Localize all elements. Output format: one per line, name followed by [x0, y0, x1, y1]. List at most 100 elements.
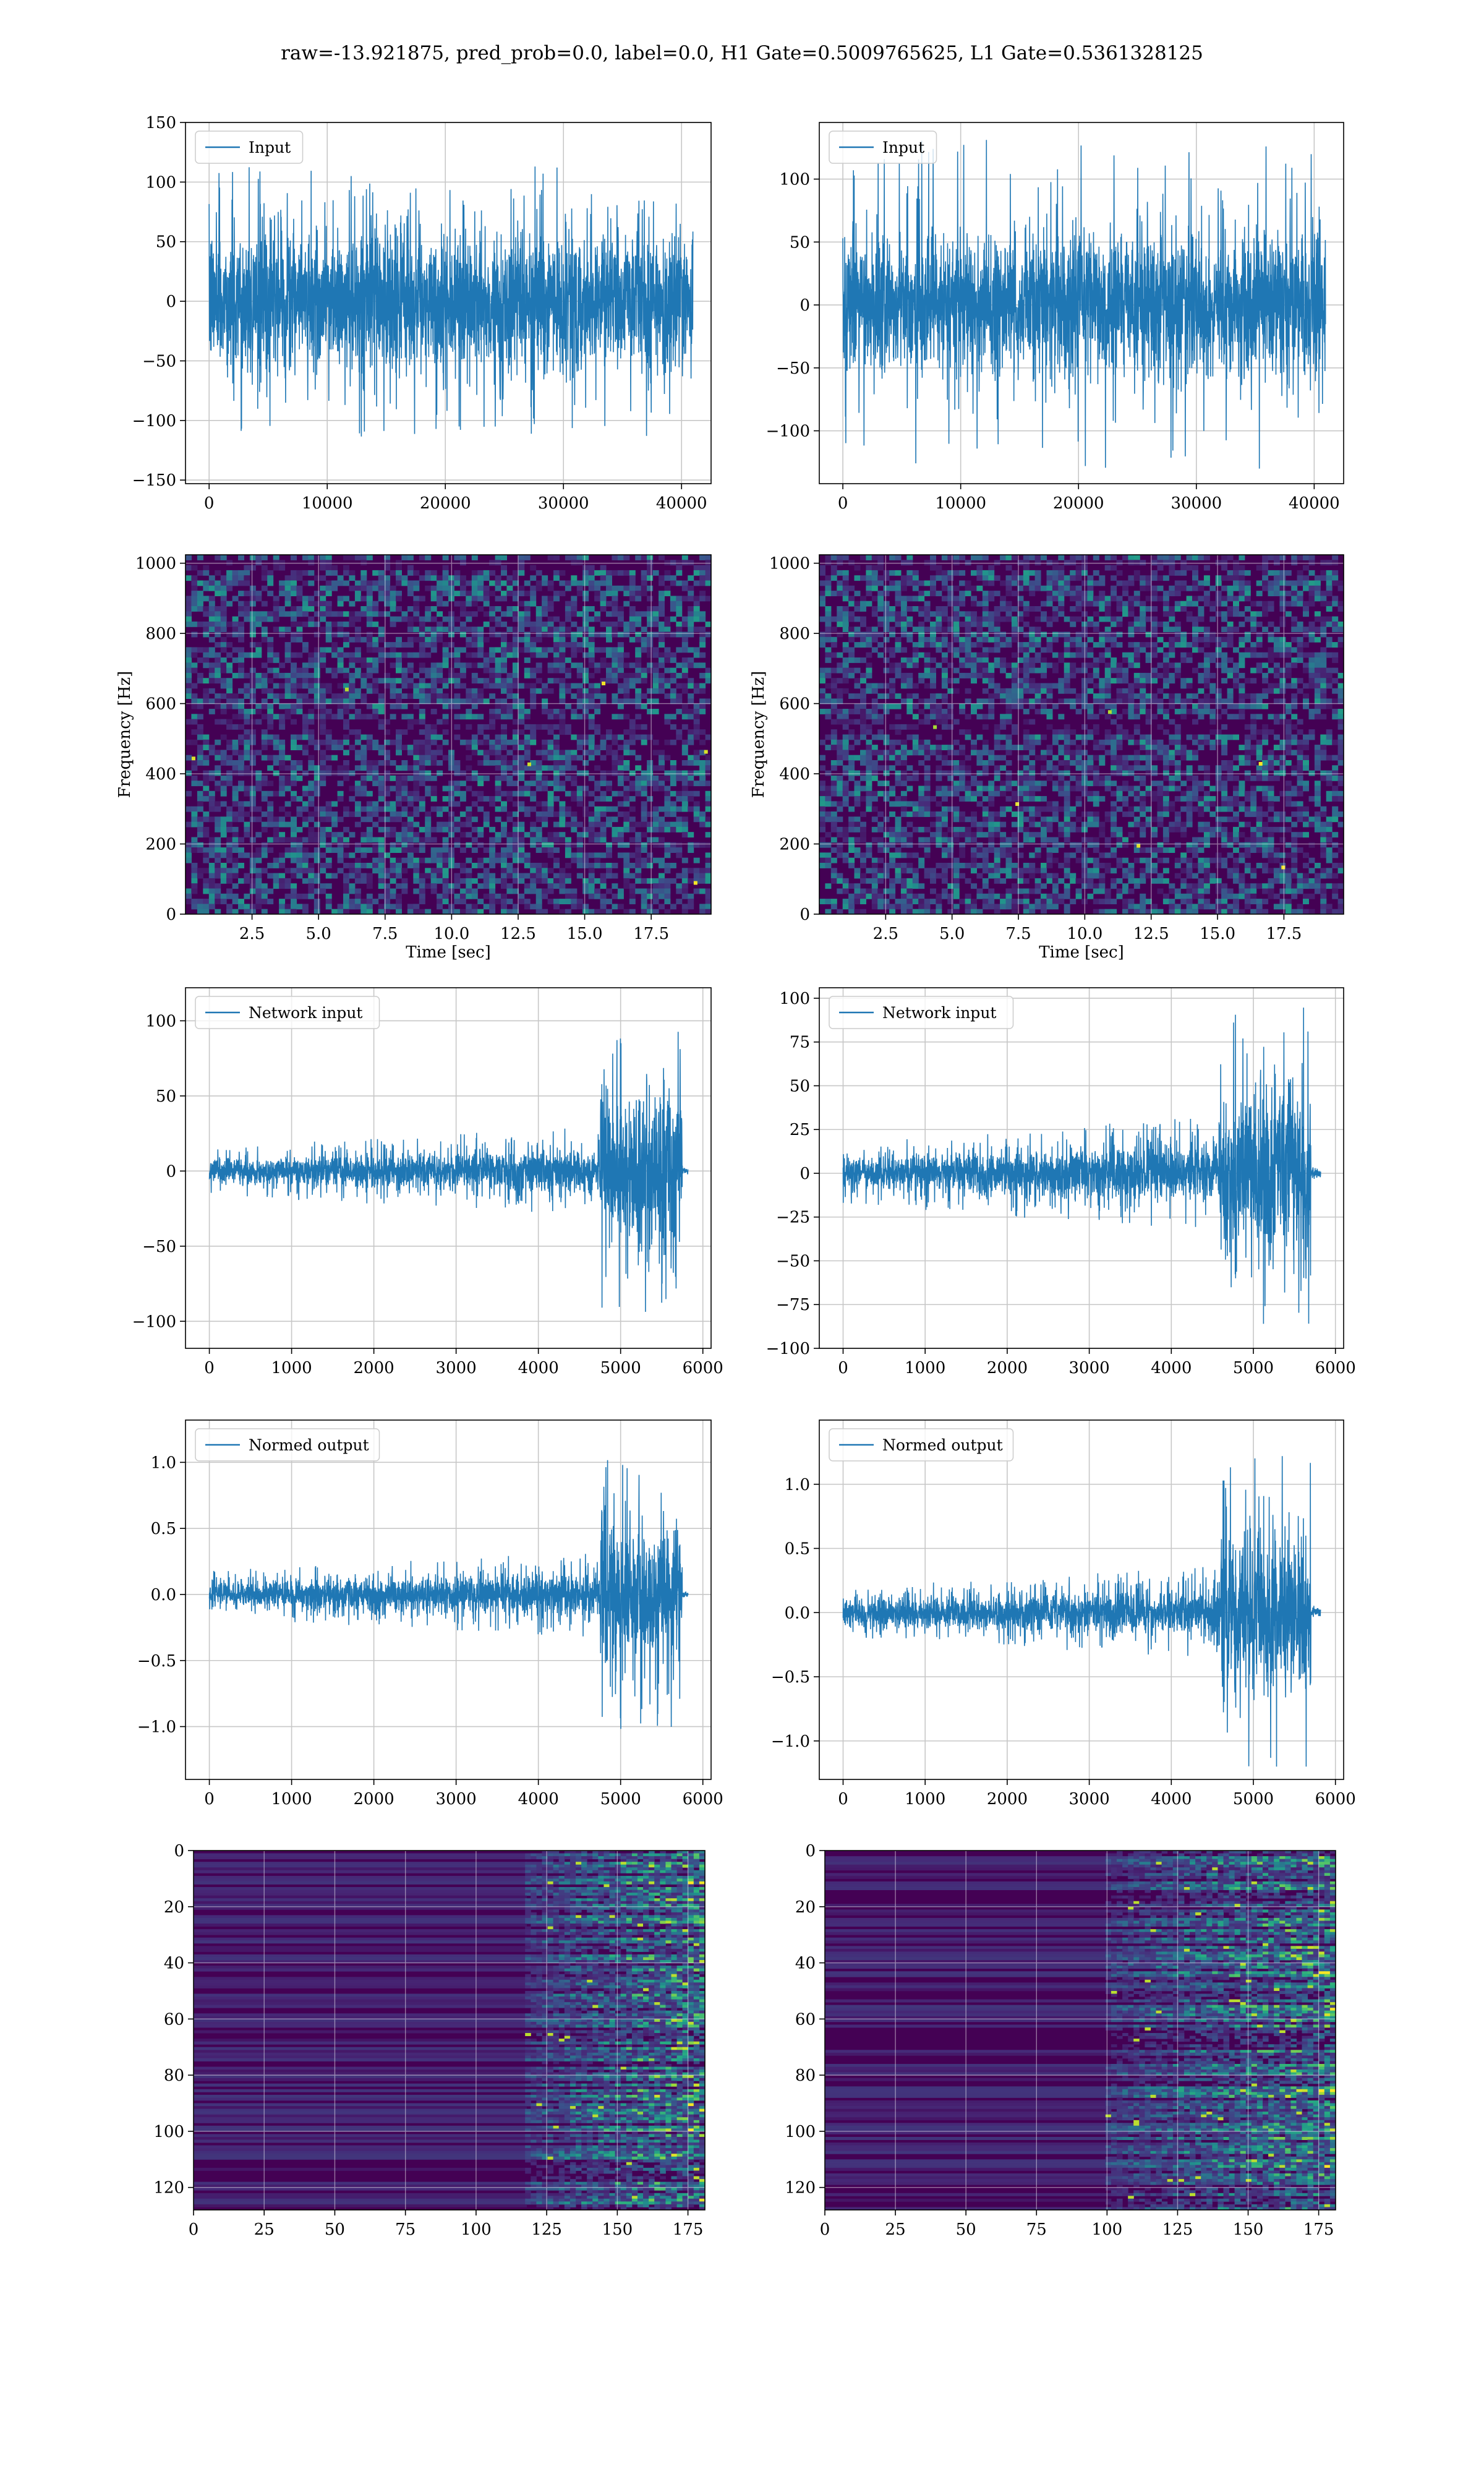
input-h1-ytick-label: −150	[132, 471, 176, 490]
net-l1-xtick-label: 3000	[1069, 1359, 1110, 1377]
net-h1-ytick-label: −50	[142, 1238, 176, 1256]
spec-l1-panel: 2.5 5.0 7.5 10.0 12.5 15.0 17.5 0 200 400 600 800 10…	[749, 554, 1344, 962]
norm-h1-ytick-label: 1.0	[151, 1453, 176, 1472]
norm-l1-ytick-label: −0.5	[771, 1668, 810, 1687]
feat-l1-ticks: 0 25 50 75 100 125 150 175 0 20 40 60 80 100 120	[785, 1842, 1334, 2239]
spec-h1-xtick-label: 10.0	[433, 925, 469, 943]
spec-h1-xtick-label: 17.5	[633, 925, 669, 943]
net-l1-xtick-label: 2000	[987, 1359, 1028, 1377]
norm-l1-series-line	[842, 1456, 1321, 1767]
norm-h1-series-line	[208, 1460, 689, 1729]
input-h1-ytick-label: 150	[145, 114, 176, 132]
input-h1-legend-label: Input	[249, 139, 291, 156]
spec-l1-xtick-label: 5.0	[939, 925, 965, 943]
feat-l1-ytick-label: 0	[805, 1842, 816, 1860]
norm-h1-xtick-label: 4000	[518, 1790, 559, 1808]
input-l1-xtick-label: 40000	[1289, 494, 1340, 513]
feat-l1-ytick-label: 120	[785, 2179, 816, 2198]
net-h1-xtick-label: 0	[204, 1359, 215, 1377]
net-l1-xtick-label: 6000	[1315, 1359, 1356, 1377]
spec-h1-ytick-label: 200	[145, 836, 176, 854]
input-h1-ytick-label: −50	[142, 352, 176, 370]
net-h1-legend-label: Network input	[249, 1004, 362, 1022]
norm-l1-panel: Normed output 0 1000 2000 3000 4000 5000 6000 −1…	[771, 1419, 1356, 1808]
feat-h1-panel: 0 25 50 75 100 125 150 175 0 20 40 60 80 100 120	[153, 1842, 706, 2239]
norm-h1-ticks: 0 1000 2000 3000 4000 5000 6000 −1.0 −0.5 0.0 0.5 1…	[137, 1453, 723, 1808]
net-h1-xtick-label: 1000	[271, 1359, 312, 1377]
input-l1-ytick-label: 0	[800, 296, 810, 315]
norm-h1-legend-label: Normed output	[249, 1436, 369, 1454]
norm-l1-xtick-label: 6000	[1315, 1790, 1356, 1808]
net-l1-ytick-label: 50	[790, 1077, 810, 1095]
spec-l1-ylabel: Frequency [Hz]	[749, 671, 768, 798]
net-h1-xtick-label: 6000	[683, 1359, 723, 1377]
spec-l1-xtick-label: 10.0	[1067, 925, 1102, 943]
norm-h1-legend: Normed output	[195, 1428, 380, 1462]
spec-h1-heatmap-cells	[186, 555, 711, 914]
input-l1-xtick-label: 30000	[1171, 494, 1222, 513]
net-l1-ytick-label: 75	[790, 1034, 810, 1052]
input-l1-xtick-label: 20000	[1053, 494, 1104, 513]
spec-l1-ytick-label: 400	[779, 765, 810, 784]
net-h1-xtick-label: 4000	[518, 1359, 559, 1377]
feat-h1-xtick-label: 75	[395, 2220, 416, 2239]
input-h1-ticks: 0 10000 20000 30000 40000 −150 −100 −50 0 50 100 15…	[132, 114, 707, 513]
norm-h1-xtick-label: 6000	[683, 1790, 723, 1808]
norm-h1-xtick-label: 1000	[271, 1790, 312, 1808]
feat-l1-xtick-label: 75	[1026, 2220, 1047, 2239]
net-l1-xtick-label: 4000	[1151, 1359, 1192, 1377]
norm-l1-xtick-label: 2000	[987, 1790, 1028, 1808]
spec-h1-ytick-label: 0	[166, 905, 176, 924]
norm-h1-ytick-label: 0.0	[151, 1586, 176, 1604]
net-l1-xtick-label: 1000	[905, 1359, 945, 1377]
spec-l1-xtick-label: 2.5	[873, 925, 898, 943]
net-l1-ticks: 0 1000 2000 3000 4000 5000 6000 −100 −75 −50 −25 0 2…	[766, 990, 1356, 1377]
net-h1-legend: Network input	[195, 996, 380, 1029]
input-h1-xtick-label: 0	[204, 494, 215, 513]
spec-h1-grid	[186, 555, 711, 915]
feat-l1-xtick-label: 150	[1233, 2220, 1264, 2239]
norm-h1-ytick-label: −1.0	[137, 1718, 176, 1737]
net-l1-ytick-label: 0	[800, 1165, 810, 1183]
feat-h1-xtick-label: 175	[673, 2220, 704, 2239]
net-l1-ytick-label: −100	[766, 1340, 810, 1358]
norm-h1-panel: Normed output 0 1000 2000 3000 4000 5000 6000 −1…	[137, 1419, 723, 1808]
feat-l1-ytick-label: 20	[795, 1898, 816, 1917]
feat-l1-ytick-label: 60	[795, 2010, 816, 2029]
feat-l1-xtick-label: 0	[820, 2220, 830, 2239]
input-h1-axes-frame	[185, 122, 712, 484]
spec-h1-axes-frame	[185, 554, 712, 915]
spec-h1-ytick-label: 600	[145, 695, 176, 714]
net-l1-ytick-label: −25	[776, 1209, 810, 1227]
net-h1-axes-frame	[185, 987, 712, 1349]
feat-h1-ytick-label: 40	[164, 1954, 184, 1973]
feat-h1-ytick-label: 0	[174, 1842, 184, 1860]
feat-h1-ytick-label: 80	[164, 2066, 184, 2085]
net-l1-legend: Network input	[829, 996, 1014, 1029]
spec-h1-xtick-label: 12.5	[500, 925, 536, 943]
norm-l1-legend-label: Normed output	[882, 1436, 1003, 1454]
feat-h1-xtick-label: 0	[189, 2220, 199, 2239]
net-l1-axes-frame	[819, 987, 1344, 1349]
input-l1-xtick-label: 10000	[935, 494, 986, 513]
input-l1-ytick-label: 50	[790, 233, 810, 252]
feat-h1-heatmap-cells	[194, 1851, 705, 2210]
spec-l1-ytick-label: 800	[779, 625, 810, 643]
net-h1-xtick-label: 5000	[600, 1359, 641, 1377]
norm-h1-xtick-label: 3000	[436, 1790, 477, 1808]
spec-l1-heatmap-cells	[819, 555, 1344, 914]
feat-h1-ytick-label: 100	[153, 2123, 184, 2141]
spec-h1-xtick-label: 7.5	[372, 925, 398, 943]
feat-h1-axes-frame	[193, 1850, 706, 2211]
input-h1-xtick-label: 40000	[656, 494, 707, 513]
net-h1-ticks: 0 1000 2000 3000 4000 5000 6000 −100 −50 0 50 100	[132, 1012, 723, 1377]
input-l1-ticks: 0 10000 20000 30000 40000 −100 −50 0 50 100	[766, 171, 1340, 513]
feat-h1-ytick-label: 120	[153, 2179, 184, 2198]
net-h1-ytick-label: 50	[156, 1087, 176, 1106]
net-l1-series-line	[842, 1008, 1321, 1324]
input-l1-xtick-label: 0	[838, 494, 848, 513]
norm-l1-axes-frame	[819, 1419, 1344, 1780]
input-l1-legend-label: Input	[882, 139, 924, 156]
input-l1-ytick-label: −100	[766, 422, 810, 441]
